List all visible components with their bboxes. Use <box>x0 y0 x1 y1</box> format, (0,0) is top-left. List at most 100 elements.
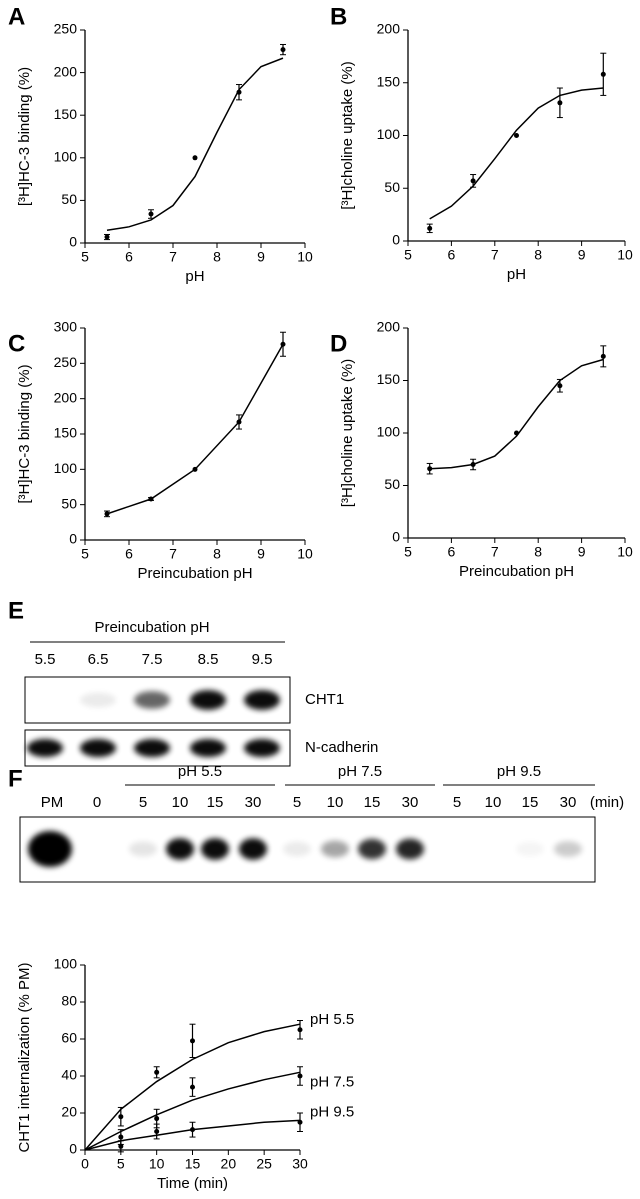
band <box>201 838 229 860</box>
y-tick-label: 150 <box>54 106 78 122</box>
data-point <box>154 1129 160 1134</box>
y-tick-label: 100 <box>54 956 78 972</box>
group-label: pH 7.5 <box>338 763 382 780</box>
data-point <box>427 466 433 472</box>
band <box>190 690 226 710</box>
data-point <box>280 341 286 347</box>
y-tick-label: 50 <box>61 191 77 207</box>
x-tick-label: 8 <box>213 546 221 562</box>
data-point <box>280 47 286 53</box>
x-tick-label: 9 <box>257 546 265 562</box>
y-tick-label: 0 <box>392 529 400 545</box>
band <box>134 691 170 709</box>
data-point <box>427 225 433 231</box>
band <box>80 692 116 708</box>
x-tick-label: 15 <box>185 1156 201 1172</box>
panel-letter: D <box>330 330 347 357</box>
x-tick-label: 5 <box>81 546 89 562</box>
x-tick-label: 9 <box>578 544 586 560</box>
panel-letter: A <box>8 3 25 30</box>
y-tick-label: 0 <box>69 531 77 547</box>
x-tick-label: 10 <box>149 1156 165 1172</box>
y-tick-label: 250 <box>54 21 78 37</box>
unit-label: (min) <box>590 794 624 811</box>
data-point <box>470 462 476 467</box>
lane-label: 15 <box>522 794 539 811</box>
data-point <box>154 1116 160 1122</box>
data-point <box>192 155 198 161</box>
fit-curve <box>429 358 604 470</box>
fit-curve <box>106 57 284 231</box>
data-line <box>106 343 284 515</box>
x-tick-label: 7 <box>169 546 177 562</box>
data-point <box>297 1027 303 1033</box>
band <box>134 739 170 757</box>
data-point <box>236 89 242 95</box>
data-point <box>118 1134 124 1140</box>
data-point <box>600 71 606 77</box>
data-point <box>192 466 198 472</box>
band <box>516 841 544 857</box>
data-point <box>297 1073 303 1079</box>
lane-label: 30 <box>402 794 419 811</box>
band <box>244 690 280 710</box>
y-tick-label: 60 <box>61 1030 77 1046</box>
group-label: pH 9.5 <box>497 763 541 780</box>
series-label: pH 7.5 <box>310 1073 354 1090</box>
data-point <box>470 178 476 184</box>
panel-letter: C <box>8 330 25 357</box>
band <box>80 739 116 757</box>
panel-letter: E <box>8 597 24 624</box>
y-tick-label: 200 <box>377 21 401 37</box>
data-point <box>557 100 563 106</box>
x-tick-label: 30 <box>292 1156 308 1172</box>
y-tick-label: 150 <box>377 371 401 387</box>
band <box>166 838 194 860</box>
data-point <box>600 353 606 359</box>
x-tick-label: 5 <box>404 544 412 560</box>
x-tick-label: 9 <box>257 249 265 265</box>
y-axis-label: [³H]choline uptake (%) <box>339 359 356 507</box>
x-axis-label: Preincubation pH <box>137 565 252 582</box>
data-point <box>557 383 563 389</box>
y-tick-label: 100 <box>54 460 78 476</box>
x-tick-label: 7 <box>491 247 499 263</box>
y-axis-label: [³H]HC-3 binding (%) <box>16 364 33 503</box>
y-tick-label: 100 <box>54 149 78 165</box>
x-tick-label: 6 <box>448 544 456 560</box>
y-tick-label: 250 <box>54 354 78 370</box>
group-label: pH 5.5 <box>178 763 222 780</box>
y-tick-label: 20 <box>61 1104 77 1120</box>
y-tick-label: 100 <box>377 424 401 440</box>
x-tick-label: 8 <box>534 544 542 560</box>
x-tick-label: 5 <box>404 247 412 263</box>
panel-letter: F <box>8 765 23 792</box>
data-point <box>118 1114 124 1120</box>
x-tick-label: 5 <box>81 249 89 265</box>
y-axis-label: CHT1 internalization (% PM) <box>16 962 33 1152</box>
y-tick-label: 150 <box>377 73 401 89</box>
data-point <box>104 511 110 517</box>
lane-label: 15 <box>364 794 381 811</box>
y-tick-label: 0 <box>69 1141 77 1157</box>
y-tick-label: 0 <box>69 234 77 250</box>
x-tick-label: 25 <box>256 1156 272 1172</box>
lane-label: 10 <box>327 794 344 811</box>
data-point <box>148 496 154 502</box>
y-axis-label: [³H]HC-3 binding (%) <box>16 67 33 206</box>
x-tick-label: 5 <box>117 1156 125 1172</box>
data-point <box>118 1143 124 1149</box>
x-tick-label: 8 <box>534 247 542 263</box>
lane-label: 5 <box>139 794 147 811</box>
x-tick-label: 8 <box>213 249 221 265</box>
x-tick-label: 6 <box>448 247 456 263</box>
band <box>396 838 424 860</box>
y-tick-label: 200 <box>377 319 401 335</box>
y-tick-label: 200 <box>54 63 78 79</box>
lane-label: 10 <box>172 794 189 811</box>
panel-letter: B <box>330 3 347 30</box>
x-tick-label: 7 <box>491 544 499 560</box>
x-axis-label: Time (min) <box>157 1175 228 1192</box>
lane-label: 6.5 <box>88 651 109 668</box>
